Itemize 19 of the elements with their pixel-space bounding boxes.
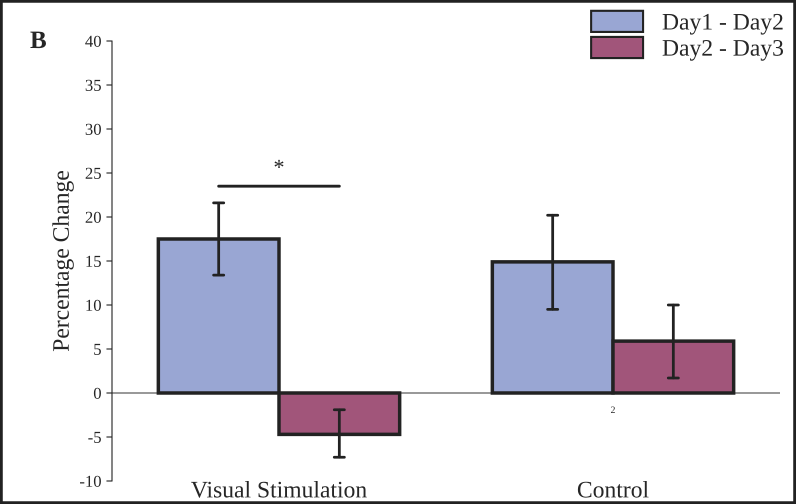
- y-tick-label: 20: [86, 212, 101, 223]
- legend-label: Day2 - Day3: [662, 40, 783, 61]
- y-tick-label: 35: [86, 80, 101, 91]
- y-tick-label: 30: [86, 124, 101, 135]
- y-tick-label: 5: [94, 344, 101, 355]
- text: B: [30, 32, 46, 48]
- y-tick-label: 25: [86, 168, 101, 179]
- x-tick-label: Control: [578, 481, 649, 498]
- y-tick-label: 40: [85, 36, 101, 47]
- y-tick-label: 10: [86, 300, 101, 311]
- y-axis-title: Percentage Change: [52, 171, 74, 352]
- x-tick-label: Visual Stimulation: [191, 481, 367, 498]
- legend-label: Day1 - Day2: [662, 14, 783, 35]
- annotation: *: [274, 160, 284, 168]
- y-tick-label: 0: [94, 388, 101, 399]
- y-tick-label: 15: [86, 256, 101, 267]
- annotation: 2: [610, 406, 615, 413]
- y-tick-label: -5: [88, 432, 101, 443]
- y-tick-label: -10: [80, 476, 101, 487]
